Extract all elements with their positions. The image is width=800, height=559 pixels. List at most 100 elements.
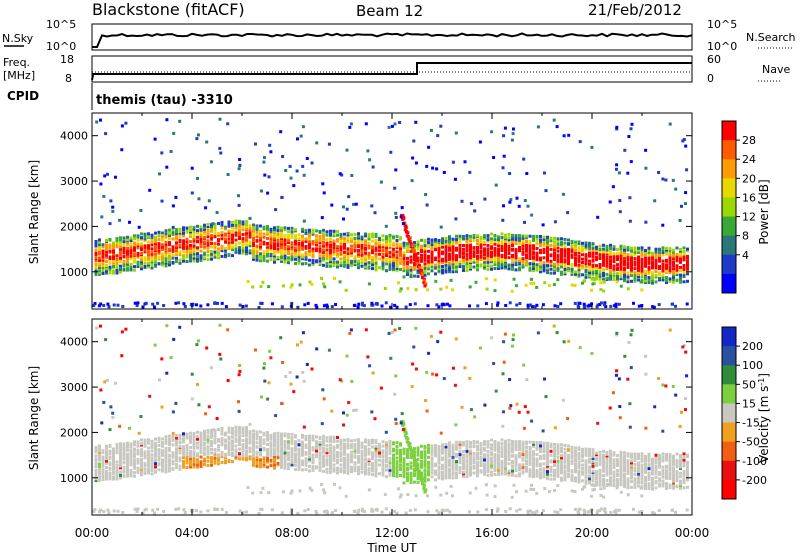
power-cell	[210, 250, 213, 253]
power-cell	[259, 302, 262, 305]
velocity-cell	[490, 439, 493, 442]
freq-units: [MHz]	[3, 69, 35, 82]
power-cell	[343, 251, 346, 254]
velocity-cell	[109, 444, 112, 447]
velocity-cell	[385, 468, 388, 471]
power-cell	[529, 248, 532, 251]
velocity-cell	[448, 450, 451, 453]
velocity-cell	[543, 442, 546, 445]
velocity-cell	[95, 469, 98, 472]
power-cell	[375, 247, 378, 250]
velocity-cell	[196, 435, 199, 438]
velocity-cell	[455, 444, 458, 447]
velocity-cell	[406, 472, 409, 475]
velocity-cell	[504, 456, 507, 459]
power-cell	[124, 122, 127, 125]
power-cell	[203, 224, 206, 227]
velocity-cell	[182, 456, 185, 459]
power-cell	[665, 279, 668, 282]
power-cell	[347, 232, 350, 235]
velocity-cell	[578, 470, 581, 473]
velocity-cell	[599, 451, 602, 454]
power-cell	[655, 259, 658, 262]
velocity-cell	[144, 443, 147, 446]
power-cell	[452, 161, 455, 164]
power-cell	[361, 236, 364, 239]
power-cell	[195, 303, 198, 306]
velocity-cell	[571, 454, 574, 457]
velocity-cell	[196, 452, 199, 455]
velocity-cell	[634, 480, 637, 483]
power-cell	[501, 245, 504, 248]
power-cell	[446, 303, 449, 306]
power-cell	[480, 236, 483, 239]
velocity-cell	[186, 444, 189, 447]
power-cell	[410, 266, 413, 269]
power-cell	[175, 249, 178, 252]
power-cell	[439, 125, 442, 128]
velocity-cell	[438, 445, 441, 448]
power-cell	[308, 240, 311, 243]
power-cell	[105, 243, 108, 246]
power-cell	[411, 157, 414, 160]
power-cell	[221, 227, 224, 230]
velocity-cell	[550, 474, 553, 477]
velocity-cell	[340, 464, 343, 467]
power-cell	[459, 260, 462, 263]
velocity-cell	[266, 431, 269, 434]
velocity-cell	[476, 445, 479, 448]
power-cell	[133, 242, 136, 245]
velocity-cell	[273, 451, 276, 454]
velocity-cell	[273, 467, 276, 470]
velocity-cell	[151, 453, 154, 456]
power-cell	[112, 255, 115, 258]
power-cell	[259, 237, 262, 240]
power-cell	[235, 220, 238, 223]
power-cell	[581, 261, 584, 264]
power-cell	[398, 121, 401, 124]
power-cell	[196, 239, 199, 242]
velocity-cell	[490, 443, 493, 446]
power-cell	[168, 232, 171, 235]
power-cell	[399, 236, 402, 239]
power-cell	[658, 303, 661, 306]
power-cell	[165, 241, 168, 244]
velocity-cell	[182, 460, 185, 463]
power-cell	[322, 229, 325, 232]
velocity-cell	[123, 466, 126, 469]
power-cell	[221, 231, 224, 234]
power-cell	[651, 282, 654, 285]
power-cell	[427, 238, 430, 241]
power-cell	[343, 233, 346, 236]
velocity-cell	[214, 457, 217, 460]
power-cell	[560, 237, 563, 240]
velocity-cell	[623, 465, 626, 468]
velocity-cell	[368, 472, 371, 475]
power-cell	[485, 277, 488, 280]
velocity-cell	[487, 474, 490, 477]
velocity-cell	[392, 460, 395, 463]
power-cell	[287, 239, 290, 242]
velocity-cell	[175, 434, 178, 437]
power-cell	[385, 262, 388, 265]
power-cell	[616, 248, 619, 251]
velocity-cell	[207, 460, 210, 463]
power-cell	[262, 161, 265, 164]
velocity-cell	[193, 441, 196, 444]
power-cell	[476, 268, 479, 271]
power-cell	[490, 130, 493, 133]
power-cell	[280, 249, 283, 252]
power-cell	[170, 150, 173, 153]
power-cell	[497, 257, 500, 260]
power-cell	[189, 233, 192, 236]
power-cell	[154, 236, 157, 239]
power-cell	[497, 238, 500, 241]
velocity-cell	[298, 443, 301, 446]
velocity-cell	[595, 476, 598, 479]
power-cell	[371, 251, 374, 254]
power-cell	[512, 128, 515, 131]
velocity-cell	[473, 465, 476, 468]
power-cell	[455, 258, 458, 261]
power-cell	[536, 263, 539, 266]
velocity-cell	[529, 450, 532, 453]
